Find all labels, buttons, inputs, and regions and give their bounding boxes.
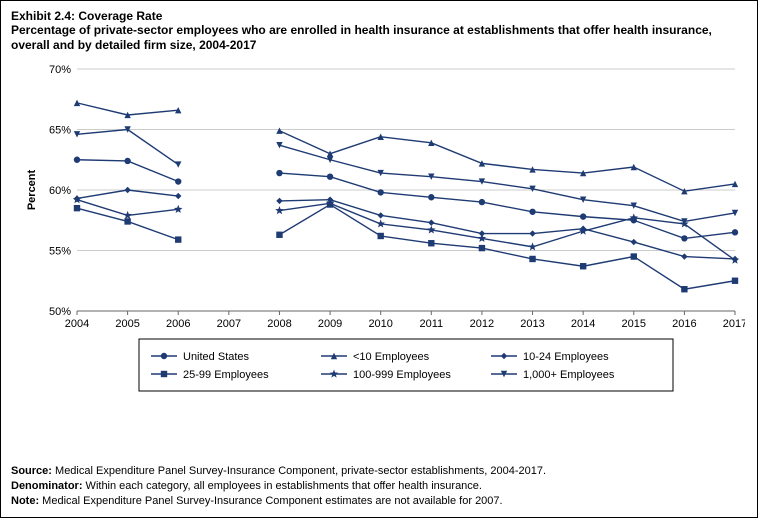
svg-text:2007: 2007 (217, 318, 241, 330)
svg-text:2009: 2009 (318, 318, 342, 330)
svg-text:2008: 2008 (267, 318, 291, 330)
chart-area: 50% 55% 60% 65% 70% Percent 2004 2005 2006 2007 20… (15, 61, 745, 401)
svg-text:<10 Employees: <10 Employees (353, 351, 430, 363)
svg-text:2006: 2006 (166, 318, 190, 330)
svg-text:2010: 2010 (368, 318, 392, 330)
svg-text:2014: 2014 (571, 318, 595, 330)
denominator-label: Denominator: (11, 480, 83, 492)
source-label: Source: (11, 465, 52, 477)
svg-text:50%: 50% (49, 306, 71, 318)
svg-text:100-999 Employees: 100-999 Employees (353, 369, 451, 381)
svg-text:1,000+ Employees: 1,000+ Employees (523, 369, 615, 381)
svg-text:10-24 Employees: 10-24 Employees (523, 351, 609, 363)
svg-text:65%: 65% (49, 125, 71, 137)
exhibit-title: Exhibit 2.4: Coverage Rate (11, 9, 747, 23)
source-text: Medical Expenditure Panel Survey-Insuran… (52, 465, 546, 477)
source-line: Source: Medical Expenditure Panel Survey… (11, 464, 747, 479)
note-line: Note: Medical Expenditure Panel Survey-I… (11, 494, 747, 509)
svg-text:2012: 2012 (470, 318, 494, 330)
svg-text:70%: 70% (49, 64, 71, 76)
svg-text:2013: 2013 (520, 318, 544, 330)
svg-text:25-99 Employees: 25-99 Employees (183, 369, 269, 381)
svg-text:2011: 2011 (419, 318, 443, 330)
exhibit-frame: Exhibit 2.4: Coverage Rate Percentage of… (0, 0, 758, 518)
svg-text:United States: United States (183, 351, 250, 363)
svg-text:55%: 55% (49, 246, 71, 258)
svg-text:2016: 2016 (672, 318, 696, 330)
line-chart: 50% 55% 60% 65% 70% Percent 2004 2005 2006 2007 20… (15, 61, 745, 401)
svg-text:2017: 2017 (723, 318, 745, 330)
exhibit-subtitle: Percentage of private-sector employees w… (11, 23, 747, 53)
denominator-text: Within each category, all employees in e… (83, 480, 482, 492)
denominator-line: Denominator: Within each category, all e… (11, 479, 747, 494)
svg-text:2004: 2004 (65, 318, 89, 330)
footer-notes: Source: Medical Expenditure Panel Survey… (11, 464, 747, 509)
svg-text:60%: 60% (49, 185, 71, 197)
svg-text:Percent: Percent (26, 169, 38, 210)
svg-text:2005: 2005 (115, 318, 139, 330)
svg-text:2015: 2015 (622, 318, 646, 330)
note-text: Medical Expenditure Panel Survey-Insuran… (39, 495, 502, 507)
note-label: Note: (11, 495, 39, 507)
header: Exhibit 2.4: Coverage Rate Percentage of… (1, 1, 757, 57)
